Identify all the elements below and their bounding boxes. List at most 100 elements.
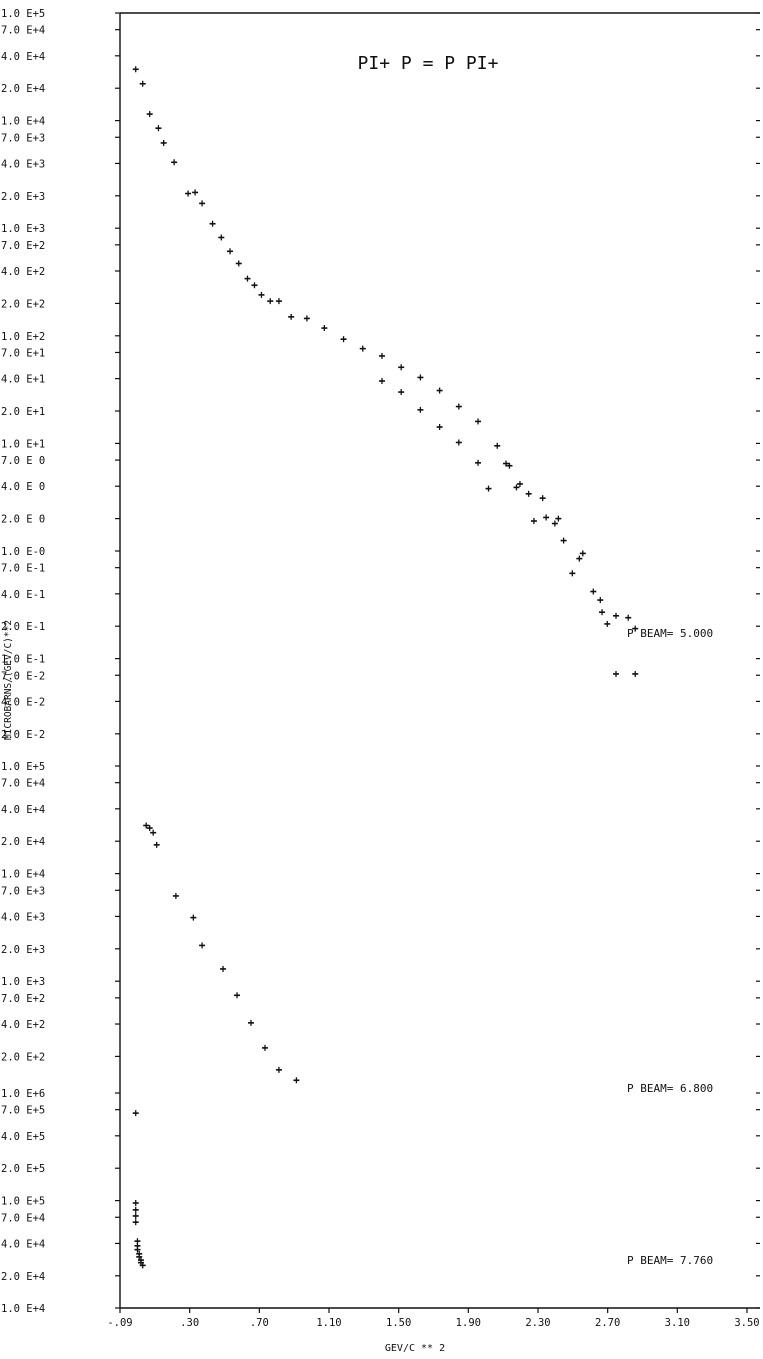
x-tick-label: 1.10	[316, 1317, 341, 1329]
data-point	[560, 537, 567, 544]
y-tick-label: 2.0 E+5	[1, 1163, 45, 1175]
y-tick-label: 2.0 E+3	[1, 944, 45, 956]
data-point	[378, 378, 385, 385]
x-tick-label: 1.50	[386, 1317, 411, 1329]
data-point	[192, 189, 199, 196]
y-tick-label: 1.0 E+5	[1, 761, 45, 773]
data-point	[171, 159, 178, 166]
data-point	[267, 298, 274, 305]
y-tick-label: 1.0 E-1	[1, 654, 45, 666]
data-point	[190, 914, 197, 921]
data-point	[132, 1110, 139, 1117]
data-point	[543, 514, 550, 521]
data-point	[599, 609, 606, 616]
data-point	[132, 1199, 139, 1206]
y-tick-label: 4.0 E+4	[1, 804, 45, 816]
y-axis-label: MICROBARNS/(GEV/C)**2	[3, 620, 14, 740]
y-tick-label: 4.0 E+2	[1, 266, 45, 278]
data-point	[513, 484, 520, 491]
data-point	[359, 345, 366, 352]
data-point	[293, 1077, 300, 1084]
x-tick-label: .30	[180, 1317, 199, 1329]
data-point	[436, 387, 443, 394]
x-tick-label: 2.30	[525, 1317, 550, 1329]
data-point	[288, 313, 295, 320]
y-tick-label: 2.0 E+2	[1, 298, 45, 310]
y-tick-label: 1.0 E+4	[1, 116, 45, 128]
data-point	[172, 892, 179, 899]
x-tick-label: 1.90	[456, 1317, 481, 1329]
y-tick-label: 2.0 E-1	[1, 621, 45, 633]
data-point	[613, 670, 620, 677]
data-point	[494, 442, 501, 449]
data-point	[132, 1206, 139, 1213]
y-tick-label: 1.0 E+5	[1, 1196, 45, 1208]
data-point	[455, 439, 462, 446]
data-point	[132, 1219, 139, 1226]
data-point	[378, 352, 385, 359]
data-point	[321, 325, 328, 332]
x-tick-label: 3.10	[665, 1317, 690, 1329]
y-tick-label: 1.0 E+6	[1, 1088, 45, 1100]
y-tick-label: 7.0 E+4	[1, 778, 45, 790]
y-tick-label: 7.0 E+4	[1, 1212, 45, 1224]
y-tick-label: 7.0 E+5	[1, 1105, 45, 1117]
data-point	[218, 234, 225, 241]
data-point	[150, 829, 157, 836]
data-point	[475, 459, 482, 466]
y-tick-label: 1.0 E+1	[1, 438, 45, 450]
data-point	[199, 942, 206, 949]
y-tick-label: 1.0 E-0	[1, 546, 45, 558]
data-point	[436, 424, 443, 431]
data-point	[261, 1044, 268, 1051]
data-point	[632, 670, 639, 677]
data-point	[551, 520, 558, 527]
x-tick-label: -.09	[107, 1317, 132, 1329]
data-point	[155, 125, 162, 132]
data-point	[146, 111, 153, 118]
data-point	[247, 1019, 254, 1026]
y-tick-label: 2.0 E-2	[1, 729, 45, 741]
y-tick-label: 4.0 E+3	[1, 911, 45, 923]
data-point	[275, 298, 282, 305]
data-point	[132, 66, 139, 73]
y-tick-label: 4.0 E 0	[1, 481, 45, 493]
legend-label-beam-2: P BEAM= 6.800	[627, 1082, 713, 1095]
data-point	[530, 518, 537, 525]
y-tick-label: 2.0 E+4	[1, 1271, 45, 1283]
chart-title: PI+ P = P PI+	[358, 53, 499, 74]
data-point	[625, 614, 632, 621]
data-point	[146, 825, 153, 832]
data-point	[136, 1253, 143, 1260]
data-point	[160, 139, 167, 146]
data-point	[134, 1246, 141, 1253]
y-tick-label: 2.0 E+1	[1, 406, 45, 418]
data-point	[502, 460, 509, 467]
y-tick-label: 4.0 E+2	[1, 1019, 45, 1031]
data-point	[506, 462, 513, 469]
data-point	[579, 550, 586, 557]
y-tick-label: 1.0 E+4	[1, 1303, 45, 1315]
y-tick-label: 2.0 E+3	[1, 191, 45, 203]
data-point	[139, 1262, 146, 1269]
y-tick-label: 7.0 E+1	[1, 347, 45, 359]
data-point	[139, 80, 146, 87]
data-point	[398, 389, 405, 396]
data-point	[220, 965, 227, 972]
plot-axes	[119, 12, 760, 1309]
data-point	[597, 597, 604, 604]
y-tick-label: 7.0 E-1	[1, 563, 45, 575]
y-tick-label: 7.0 E 0	[1, 455, 45, 467]
y-tick-label: 4.0 E+1	[1, 374, 45, 386]
data-point	[199, 200, 206, 207]
y-tick-label: 2.0 E+4	[1, 83, 45, 95]
legend-label-beam-1: P BEAM= 5.000	[627, 627, 713, 640]
data-point	[244, 275, 251, 282]
data-point	[455, 403, 462, 410]
data-point	[576, 555, 583, 562]
data-point	[604, 620, 611, 627]
y-tick-label: 4.0 E+4	[1, 1238, 45, 1250]
data-point	[485, 485, 492, 492]
data-point	[234, 992, 241, 999]
y-tick-label: 7.0 E-2	[1, 670, 45, 682]
